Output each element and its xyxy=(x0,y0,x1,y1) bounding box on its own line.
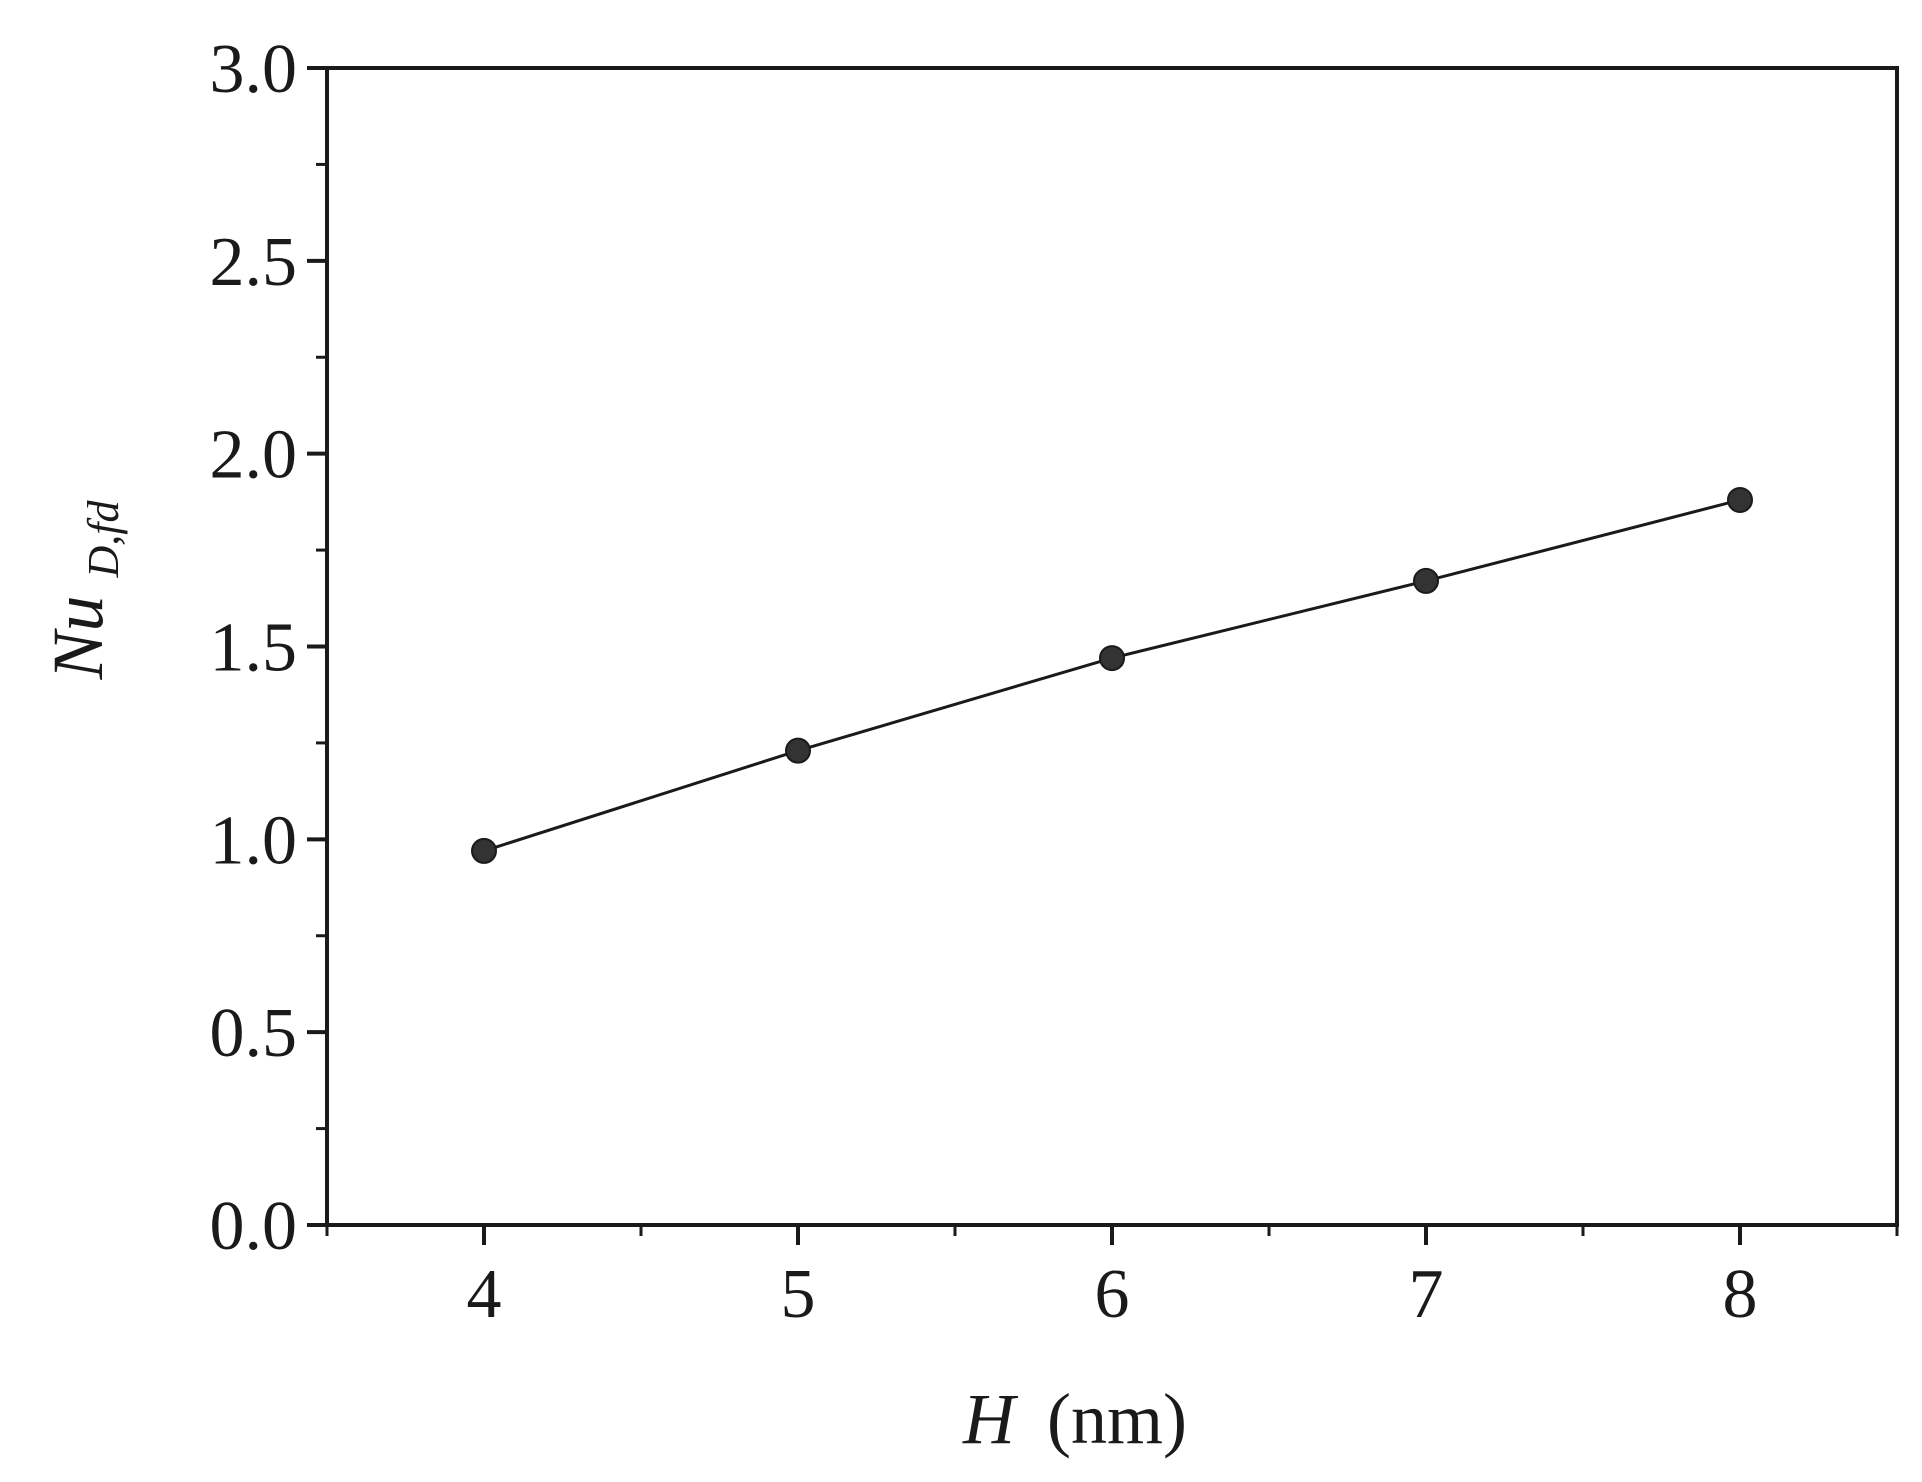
x-tick-label: 5 xyxy=(781,1256,816,1333)
y-axis-title: Nu D,fd xyxy=(38,499,128,680)
data-point xyxy=(1099,645,1125,672)
y-tick-label: 0.0 xyxy=(210,1188,298,1265)
x-tick-label: 6 xyxy=(1095,1256,1130,1333)
series-layer xyxy=(471,486,1753,864)
y-axis-subscript: D,fd xyxy=(79,499,128,578)
x-axis-symbol: H xyxy=(962,1379,1019,1459)
y-axis-symbol: Nu xyxy=(38,595,118,680)
y-tick-label: 0.5 xyxy=(210,995,298,1072)
y-tick-label: 1.0 xyxy=(210,802,298,879)
y-tick-label: 2.0 xyxy=(210,417,298,494)
y-tick-labels: 0.0 0.5 1.0 1.5 2.0 2.5 3.0 xyxy=(210,31,298,1265)
y-tick-label: 2.5 xyxy=(210,224,298,301)
data-point xyxy=(785,737,811,764)
y-tick-label: 3.0 xyxy=(210,31,298,108)
y-tick-label: 1.5 xyxy=(210,610,298,687)
data-point xyxy=(1413,567,1439,594)
x-axis-title: H (nm) xyxy=(962,1379,1187,1459)
x-axis-unit: (nm) xyxy=(1047,1379,1187,1459)
x-tick-label: 4 xyxy=(467,1256,502,1333)
data-point xyxy=(471,837,497,864)
data-point xyxy=(1727,486,1753,513)
plot-frame xyxy=(325,66,1899,1227)
x-tick-label: 8 xyxy=(1723,1256,1758,1333)
x-tick-label: 7 xyxy=(1409,1256,1444,1333)
series-line xyxy=(483,498,1741,853)
x-tick-labels: 4 5 6 7 8 xyxy=(467,1256,1758,1333)
